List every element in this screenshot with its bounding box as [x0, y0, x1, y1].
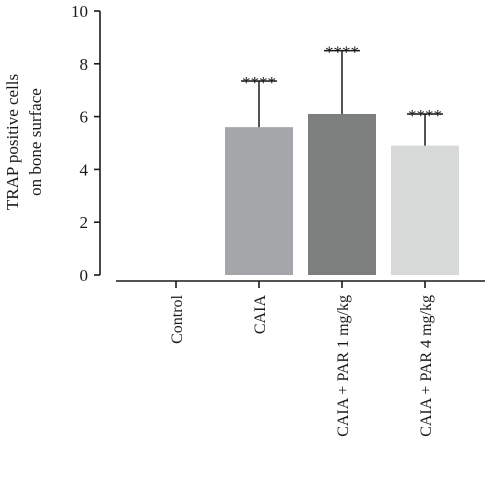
y-axis: 0 2 4 6 8 10: [71, 2, 101, 285]
significance-label: ****: [242, 73, 276, 92]
category-label: Control: [169, 294, 186, 343]
bar: [225, 127, 293, 275]
x-axis: [116, 280, 485, 288]
y-tick-label: 6: [80, 108, 89, 127]
error-bars: [241, 49, 443, 146]
category-labels: Control CAIA CAIA + PAR 1 mg/kg CAIA + PAR …: [169, 294, 435, 436]
y-tick-label: 4: [80, 160, 89, 179]
y-tick-label: 2: [80, 213, 89, 232]
y-tick-label: 0: [80, 266, 89, 285]
category-label: CAIA + PAR 1 mg/kg: [335, 295, 352, 437]
y-axis-title-line-2: on bone surface: [26, 88, 45, 196]
significance-label: ****: [325, 43, 359, 62]
significance-labels: **** **** ****: [242, 43, 442, 125]
y-axis-title-line-1: TRAP positive cells: [3, 74, 22, 210]
significance-label: ****: [408, 106, 442, 125]
y-tick-label: 8: [80, 55, 89, 74]
bar: [391, 145, 459, 275]
category-label: CAIA: [252, 295, 269, 335]
category-label: CAIA + PAR 4 mg/kg: [418, 295, 435, 437]
bar: [308, 113, 376, 276]
bars: [225, 113, 459, 276]
y-tick-label: 10: [71, 2, 88, 21]
y-axis-title: TRAP positive cells on bone surface: [3, 74, 45, 210]
